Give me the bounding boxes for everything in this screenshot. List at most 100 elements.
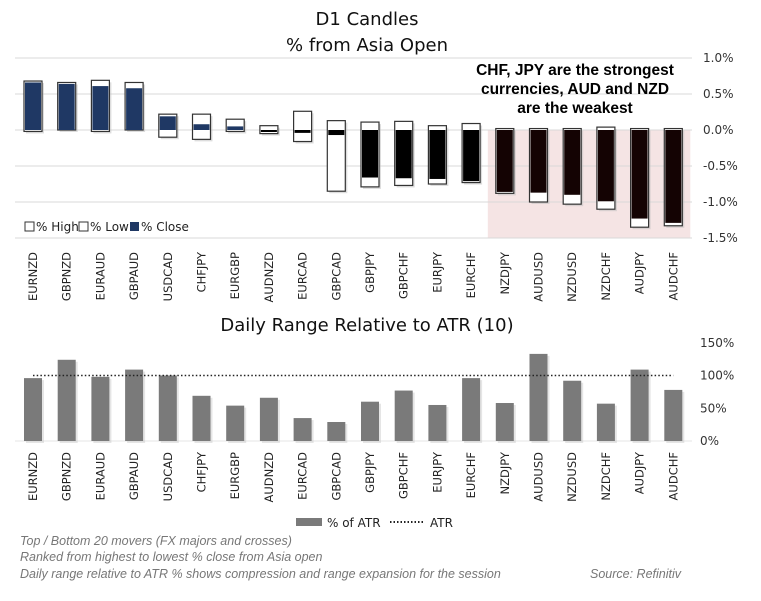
y-tick-label: 0.5% — [703, 87, 734, 101]
footnote-2: Ranked from highest to lowest % close fr… — [20, 550, 323, 564]
atr-bar — [226, 405, 245, 441]
y-tick-label: 0% — [700, 434, 719, 448]
y-tick-label: -0.5% — [703, 159, 738, 173]
footnote-3: Daily range relative to ATR % shows comp… — [20, 567, 501, 581]
x-tick-label: AUDCHF — [666, 452, 680, 500]
atr-bar — [529, 353, 548, 441]
atr-bar — [563, 380, 582, 441]
high-low-bar — [326, 120, 346, 192]
close-bar — [227, 126, 244, 130]
x-tick-label: EURAUD — [93, 252, 107, 300]
x-tick-label: CHFJPY — [195, 451, 209, 492]
y-tick-label: 0.0% — [703, 123, 734, 137]
atr-bar — [57, 359, 76, 441]
footnote-1: Top / Bottom 20 movers (FX majors and cr… — [20, 534, 292, 548]
close-bar — [429, 130, 446, 179]
x-tick-label: NZDJPY — [498, 251, 512, 294]
close-bar — [530, 130, 547, 193]
bottom-chart-title: Daily Range Relative to ATR (10) — [220, 315, 513, 336]
y-tick-label: 100% — [700, 369, 734, 383]
atr-bar — [664, 389, 683, 441]
atr-bar — [158, 375, 177, 441]
x-tick-label: GBPCAD — [329, 252, 343, 301]
x-tick-label: AUDJPY — [633, 251, 647, 294]
legend-low: % Low — [90, 220, 129, 234]
legend-atr-pct: % of ATR — [327, 516, 381, 530]
atr-bar — [24, 378, 42, 441]
atr-bar — [596, 403, 615, 441]
legend-high-swatch — [24, 221, 35, 232]
close-bar — [631, 130, 648, 219]
x-tick-label: AUDUSD — [532, 452, 546, 502]
atr-bar — [192, 395, 211, 441]
x-tick-label: EURNZD — [26, 252, 40, 301]
x-tick-label: NZDCHF — [599, 252, 613, 301]
atr-bar — [428, 404, 447, 441]
top-chart-subtitle: % from Asia Open — [286, 35, 448, 56]
y-tick-label: -1.5% — [703, 231, 738, 245]
high-low-bar — [259, 125, 279, 135]
x-tick-label: EURAUD — [93, 452, 107, 500]
atr-bar — [91, 376, 110, 441]
close-bar — [328, 130, 345, 136]
atr-bar — [259, 397, 278, 441]
atr-bar — [327, 422, 346, 441]
legend-low-swatch — [78, 221, 89, 232]
close-bar — [496, 130, 513, 192]
close-bar — [463, 130, 480, 182]
x-tick-label: AUDNZD — [262, 452, 276, 503]
close-bar — [159, 116, 176, 130]
x-tick-label: EURCHF — [464, 252, 478, 298]
x-tick-label: AUDJPY — [633, 451, 647, 494]
bottom-legend: % of ATR ATR — [296, 516, 453, 530]
atr-bar — [495, 403, 514, 441]
x-tick-label: EURJPY — [430, 251, 444, 293]
legend-atr-pct-swatch — [296, 518, 322, 526]
x-tick-label: GBPJPY — [363, 451, 377, 493]
atr-bar — [361, 401, 379, 441]
x-tick-label: NZDCHF — [599, 452, 613, 501]
x-tick-label: GBPCHF — [397, 252, 411, 299]
close-bar — [260, 130, 277, 132]
x-tick-label: GBPJPY — [363, 251, 377, 293]
y-tick-label: 1.0% — [703, 51, 734, 65]
atr-bar — [462, 378, 481, 441]
x-tick-label: GBPAUD — [127, 452, 141, 500]
x-tick-label: GBPCHF — [397, 452, 411, 499]
annotation-line-2: currencies, AUD and NZD — [481, 81, 669, 98]
close-bar — [58, 83, 75, 130]
close-bar — [92, 86, 109, 130]
x-tick-label: AUDCHF — [666, 252, 680, 300]
x-tick-label: AUDUSD — [532, 252, 546, 302]
x-tick-label: CHFJPY — [195, 251, 209, 292]
atr-bar — [630, 369, 649, 441]
x-tick-label: EURGBP — [228, 252, 242, 299]
atr-bar — [125, 369, 144, 441]
x-tick-label: EURCAD — [296, 252, 310, 300]
x-tick-label: EURCHF — [464, 452, 478, 498]
close-bar — [395, 130, 412, 179]
y-tick-label: 150% — [700, 336, 734, 350]
highlight-region — [487, 130, 691, 238]
x-tick-label: EURNZD — [26, 452, 40, 501]
y-tick-label: -1.0% — [703, 195, 738, 209]
legend-atr: ATR — [430, 516, 453, 530]
close-bar — [126, 88, 143, 130]
legend-high: % High — [36, 220, 79, 234]
close-bar — [25, 82, 41, 130]
x-tick-label: EURCAD — [296, 452, 310, 500]
atr-bar — [394, 390, 413, 441]
close-bar — [193, 124, 210, 130]
x-tick-label: NZDUSD — [565, 252, 579, 302]
x-tick-label: AUDNZD — [262, 252, 276, 303]
top-chart-title: D1 Candles — [316, 9, 419, 30]
close-bar — [362, 130, 378, 178]
legend-close-swatch — [130, 222, 139, 231]
x-tick-label: NZDJPY — [498, 451, 512, 494]
close-bar — [294, 130, 311, 133]
x-tick-label: GBPCAD — [329, 452, 343, 501]
x-tick-label: EURJPY — [430, 451, 444, 493]
legend-close: % Close — [141, 220, 189, 234]
